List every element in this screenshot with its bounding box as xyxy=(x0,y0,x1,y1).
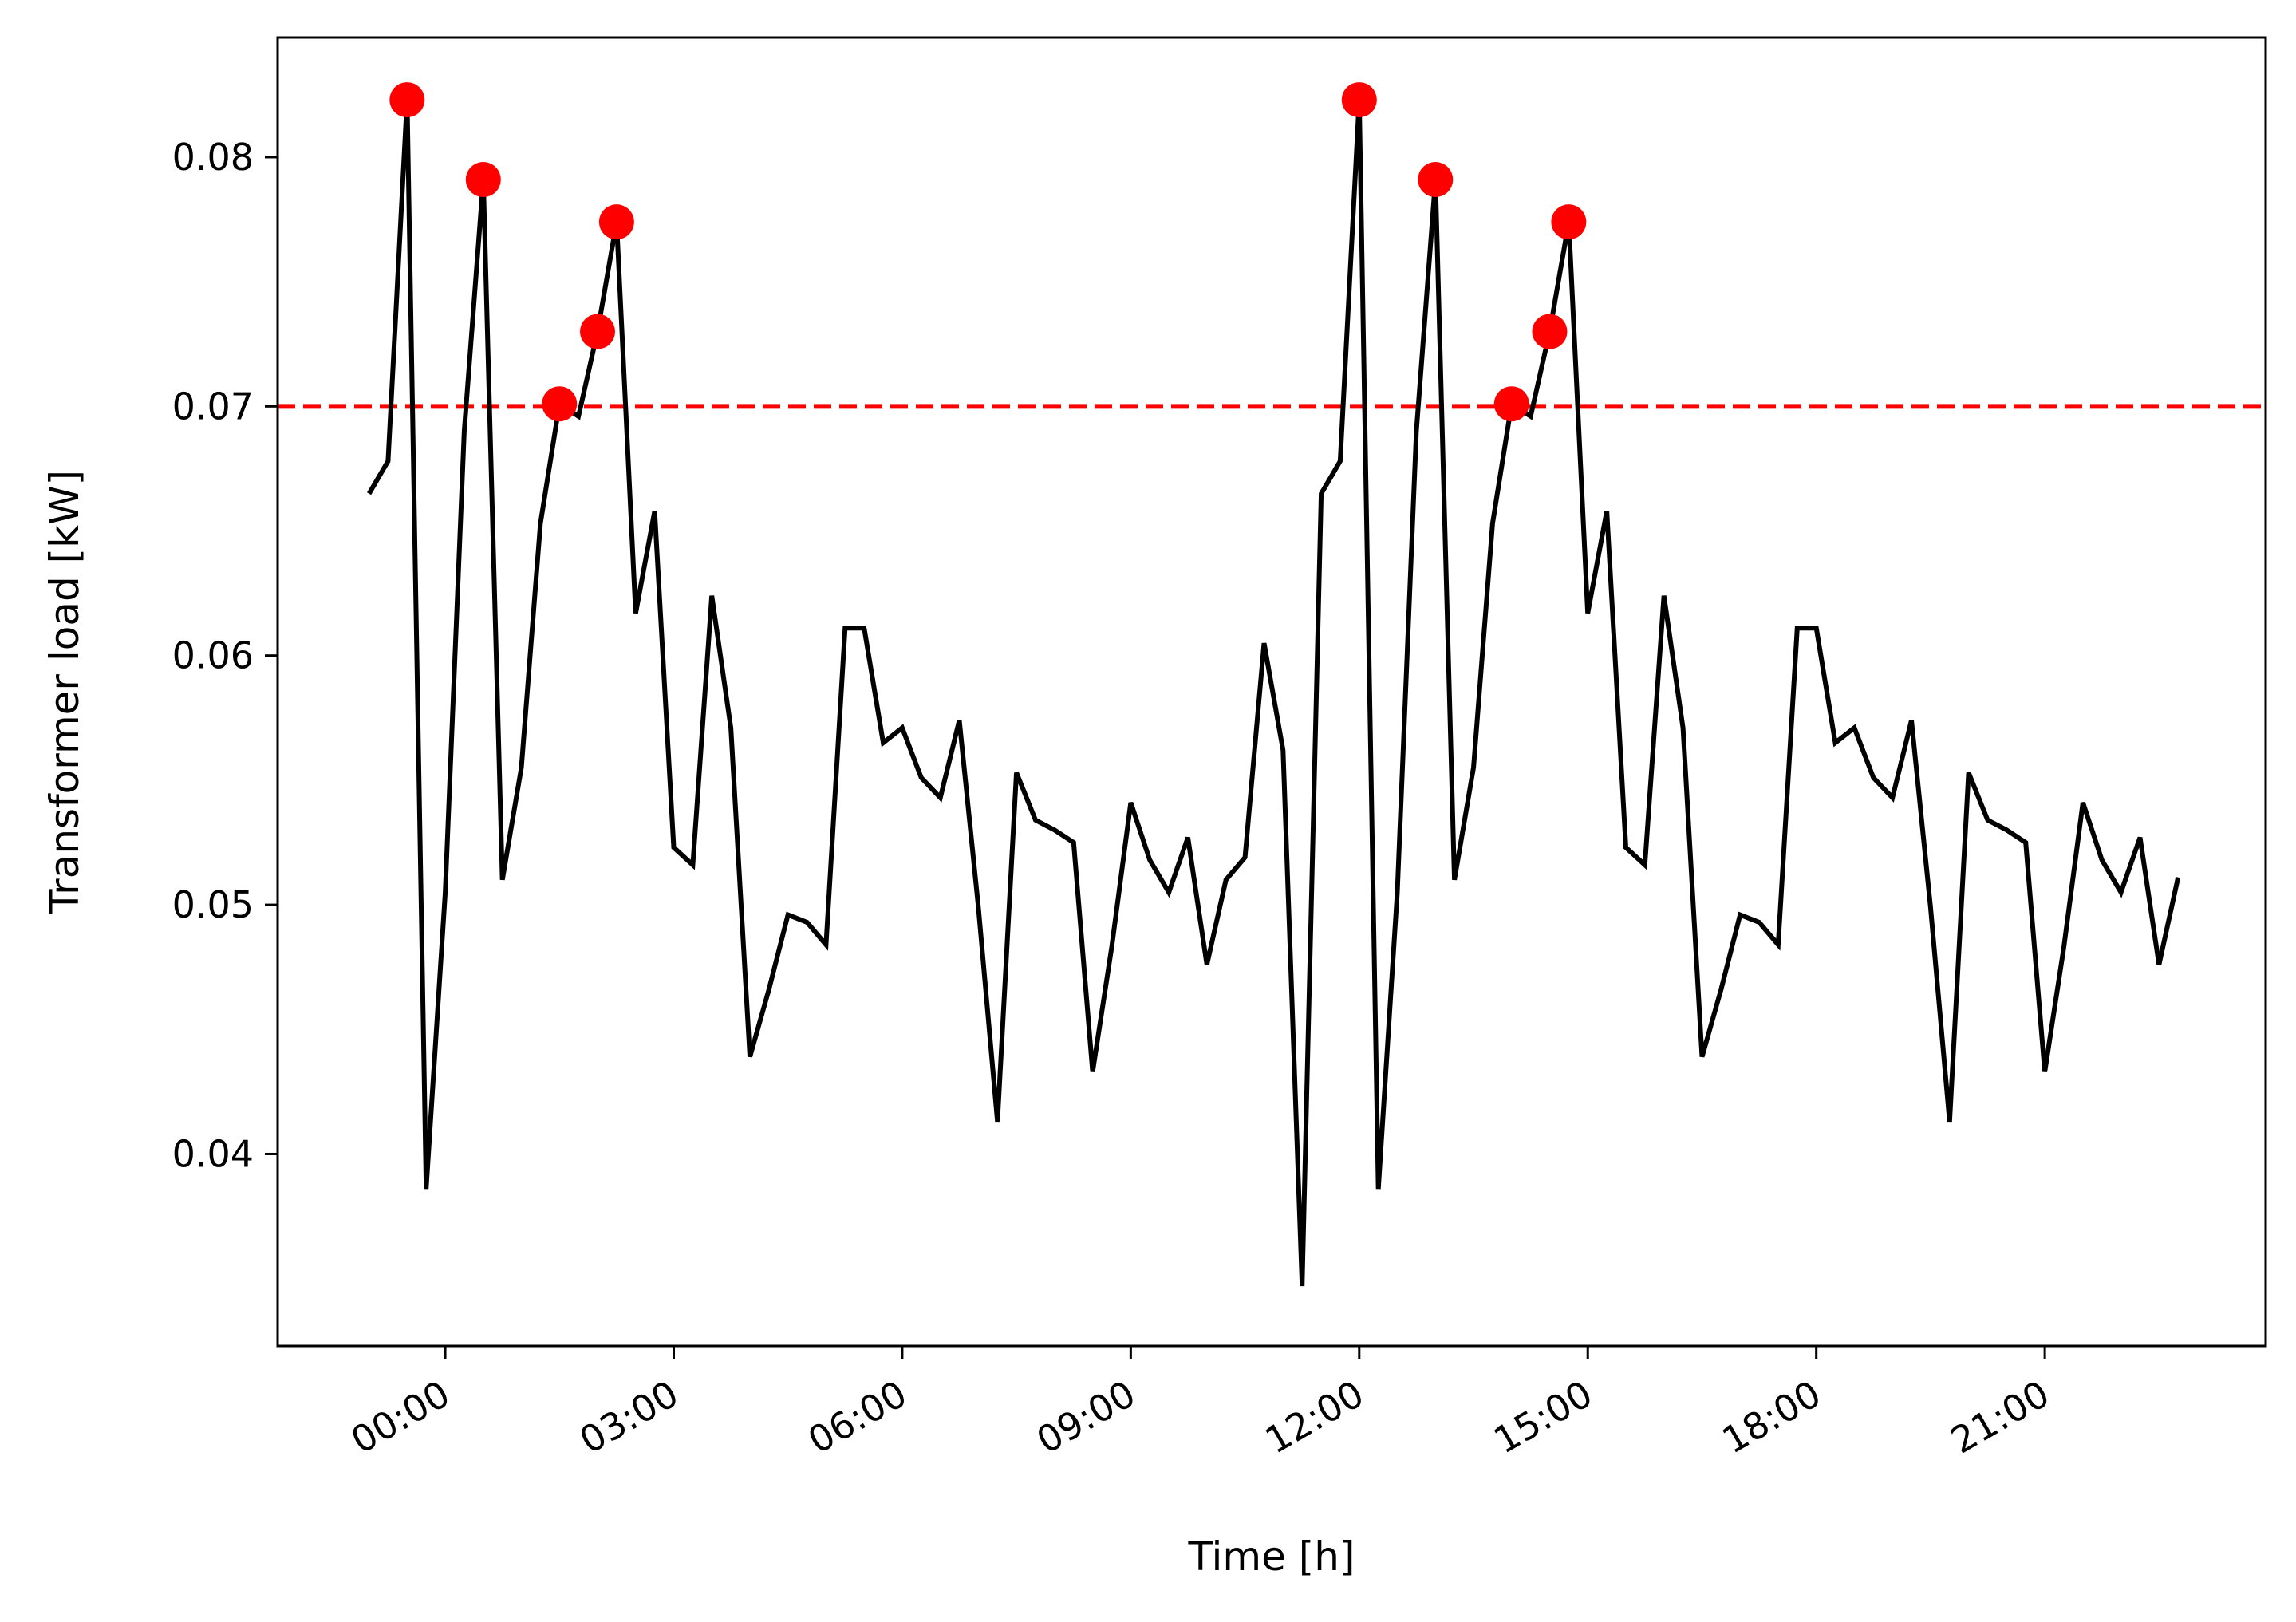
y-tick-label-2: 0.06 xyxy=(172,634,254,677)
peak-point-8 xyxy=(1532,314,1568,349)
peak-point-1 xyxy=(465,162,501,198)
peak-point-9 xyxy=(1551,204,1587,240)
plot-content xyxy=(278,82,2266,1287)
peak-point-3 xyxy=(580,314,616,349)
peak-point-4 xyxy=(598,204,634,240)
y-tick-label-4: 0.08 xyxy=(172,136,254,179)
peak-point-5 xyxy=(1341,82,1377,118)
series-line-0 xyxy=(367,99,2181,1287)
peak-point-7 xyxy=(1493,386,1529,422)
axes-frame xyxy=(276,36,2267,1348)
peak-point-6 xyxy=(1418,162,1454,198)
y-axis-label: Transformer load [kW] xyxy=(41,470,88,914)
peak-point-2 xyxy=(542,386,578,422)
y-tick-label-3: 0.07 xyxy=(172,385,254,428)
y-tick-label-0: 0.04 xyxy=(172,1132,254,1175)
x-axis-label: Time [h] xyxy=(1188,1533,1355,1580)
y-axis-ticks: 0.04 0.05 0.06 0.07 0.08 xyxy=(172,136,278,1175)
peak-point-0 xyxy=(389,82,425,118)
y-tick-label-1: 0.05 xyxy=(172,883,254,926)
